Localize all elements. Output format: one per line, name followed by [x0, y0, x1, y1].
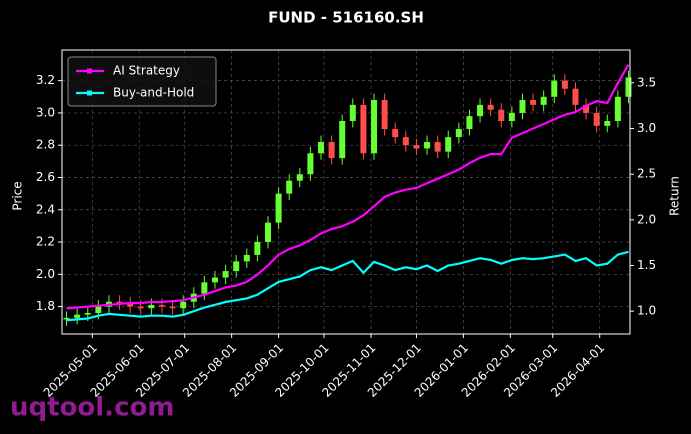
legend-marker — [87, 68, 92, 74]
candle-body — [466, 116, 473, 130]
candle-body — [137, 306, 144, 309]
candle-body — [413, 145, 420, 149]
chart-title: FUND - 516160.SH — [268, 9, 424, 27]
candle-body — [211, 277, 218, 283]
candle-body — [169, 306, 176, 309]
candle-body — [381, 100, 388, 130]
y-axis-label: Price — [11, 181, 25, 210]
candle-body — [286, 180, 293, 194]
candle-body — [360, 104, 367, 154]
return-line — [66, 250, 629, 322]
candle-body — [148, 304, 155, 309]
candle-body — [604, 121, 611, 126]
y2-tick-label: 3.5 — [637, 75, 656, 89]
candle-body — [74, 314, 81, 318]
candle-body — [530, 100, 537, 105]
return-line — [66, 64, 630, 310]
candle-body — [328, 141, 335, 159]
candle-body — [477, 104, 484, 117]
legend-box — [67, 56, 217, 107]
candle-body — [561, 80, 568, 89]
candle-body — [339, 121, 346, 159]
y2-tick-label: 1.0 — [637, 304, 656, 318]
candle-body — [434, 141, 441, 152]
candle-body — [392, 129, 399, 138]
candle-body — [508, 112, 515, 121]
y2-tick-label: 3.0 — [637, 121, 656, 135]
y2-tick-label: 1.5 — [637, 258, 656, 272]
candle-body — [583, 104, 590, 113]
candle-body — [243, 254, 250, 262]
legend: AI Strategy Buy-and-Hold — [67, 56, 217, 107]
candle-body — [402, 137, 409, 146]
candle-body — [625, 77, 632, 97]
candle-body — [307, 153, 314, 175]
legend-marker — [87, 90, 92, 96]
candle-body — [445, 137, 452, 152]
y-tick-label: 3.0 — [36, 105, 55, 119]
candle-body — [63, 317, 70, 320]
candle-body — [519, 100, 526, 113]
candle-body — [180, 301, 187, 309]
candle-body — [201, 282, 208, 294]
y2-tick-label: 2.5 — [637, 167, 656, 181]
candle-body — [116, 301, 123, 304]
candle-body — [572, 88, 579, 105]
y2-tick-label: 2.0 — [637, 212, 656, 226]
y2-axis-label: Return — [668, 176, 682, 216]
candle-body — [233, 261, 240, 272]
candle-body — [275, 193, 282, 223]
candle-body — [614, 96, 621, 121]
y-tick-label: 2.4 — [36, 202, 55, 216]
watermark: uqtool.com — [10, 393, 174, 423]
y-tick-label: 2.8 — [36, 138, 55, 152]
plot-frame — [61, 49, 631, 335]
y-tick-label: 2.2 — [36, 235, 55, 249]
candle-body — [95, 306, 102, 314]
legend-label: Buy-and-Hold — [113, 86, 194, 100]
candle-body — [264, 222, 271, 243]
legend-label: AI Strategy — [113, 64, 180, 78]
y-tick-label: 3.2 — [36, 73, 55, 87]
candle-body — [349, 104, 356, 121]
candle-body — [593, 112, 600, 126]
y-tick-label: 2.0 — [36, 267, 55, 281]
candle-body — [296, 174, 303, 181]
candle-body — [498, 109, 505, 121]
candle-body — [551, 80, 558, 97]
candle-body — [318, 141, 325, 154]
candle-body — [371, 100, 378, 154]
y-tick-label: 1.8 — [36, 299, 55, 313]
candle-body — [127, 303, 134, 307]
y-tick-label: 2.6 — [36, 170, 55, 184]
candle-body — [540, 96, 547, 105]
candle-body — [254, 242, 261, 255]
candle-body — [424, 141, 431, 149]
candle-body — [84, 313, 91, 315]
candle-body — [455, 129, 462, 138]
candle-body — [487, 104, 494, 110]
candle-body — [158, 304, 165, 307]
candle-body — [222, 271, 229, 278]
